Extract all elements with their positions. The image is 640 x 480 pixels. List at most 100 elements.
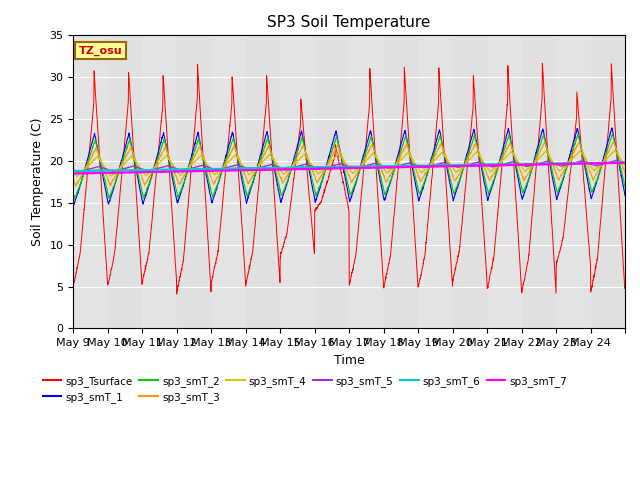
Text: TZ_osu: TZ_osu: [79, 46, 122, 56]
sp3_smT_2: [244, 192, 252, 198]
Line: sp3_smT_4: sp3_smT_4: [73, 150, 625, 177]
sp3_smT_3: [515, 165, 523, 171]
sp3_smT_6: [125, 168, 132, 173]
sp3_smT_2: [515, 176, 523, 181]
sp3_smT_7: [74, 171, 81, 177]
sp3_Tsurface: [538, 60, 546, 66]
Line: sp3_smT_2: sp3_smT_2: [73, 134, 625, 199]
sp3_smT_4: [244, 169, 252, 175]
Line: sp3_smT_6: sp3_smT_6: [73, 162, 625, 171]
sp3_smT_3: [125, 148, 132, 154]
Bar: [383, 36, 418, 328]
sp3_smT_3: [614, 149, 621, 155]
sp3_smT_7: [69, 170, 77, 176]
Bar: [315, 36, 349, 328]
sp3_smT_5: [69, 167, 77, 173]
sp3_smT_4: [611, 147, 618, 153]
sp3_smT_3: [383, 179, 390, 185]
sp3_smT_7: [383, 165, 390, 170]
sp3_smT_5: [547, 159, 554, 165]
sp3_Tsurface: [621, 283, 629, 288]
sp3_smT_7: [244, 167, 252, 173]
Legend: sp3_Tsurface, sp3_smT_1, sp3_smT_2, sp3_smT_3, sp3_smT_4, sp3_smT_5, sp3_smT_6, : sp3_Tsurface, sp3_smT_1, sp3_smT_2, sp3_…: [38, 372, 572, 407]
sp3_smT_3: [69, 176, 77, 182]
sp3_smT_7: [547, 161, 554, 167]
sp3_smT_1: [69, 199, 77, 204]
sp3_smT_2: [621, 183, 629, 189]
sp3_smT_2: [69, 191, 77, 196]
sp3_smT_7: [515, 162, 523, 168]
sp3_smT_1: [608, 125, 616, 131]
sp3_Tsurface: [173, 291, 180, 297]
sp3_smT_4: [614, 151, 621, 157]
sp3_Tsurface: [244, 274, 252, 279]
sp3_Tsurface: [614, 167, 621, 173]
Bar: [211, 36, 246, 328]
sp3_smT_1: [515, 183, 523, 189]
sp3_smT_3: [244, 179, 252, 185]
Bar: [487, 36, 522, 328]
sp3_smT_1: [125, 132, 132, 138]
sp3_smT_5: [621, 161, 629, 167]
sp3_smT_6: [614, 160, 621, 166]
sp3_smT_3: [547, 156, 554, 161]
sp3_smT_4: [383, 169, 390, 175]
sp3_smT_1: [70, 202, 78, 207]
sp3_smT_1: [614, 153, 621, 159]
sp3_smT_6: [547, 160, 554, 166]
Bar: [418, 36, 452, 328]
sp3_smT_6: [74, 168, 82, 174]
sp3_smT_5: [612, 157, 620, 163]
sp3_smT_2: [71, 196, 79, 202]
sp3_smT_4: [73, 174, 81, 180]
Bar: [556, 36, 591, 328]
sp3_smT_3: [72, 183, 80, 189]
sp3_smT_5: [614, 158, 621, 164]
Line: sp3_smT_3: sp3_smT_3: [73, 142, 625, 186]
sp3_smT_1: [621, 192, 629, 198]
sp3_smT_5: [125, 165, 132, 170]
sp3_smT_6: [621, 159, 629, 165]
Line: sp3_smT_7: sp3_smT_7: [73, 163, 625, 174]
sp3_smT_7: [621, 160, 629, 166]
sp3_smT_7: [614, 160, 621, 166]
Bar: [108, 36, 142, 328]
Bar: [280, 36, 315, 328]
sp3_smT_6: [244, 165, 252, 171]
Bar: [246, 36, 280, 328]
sp3_smT_4: [621, 162, 629, 168]
sp3_Tsurface: [125, 98, 132, 104]
sp3_smT_4: [125, 156, 132, 162]
Line: sp3_Tsurface: sp3_Tsurface: [73, 63, 625, 294]
Bar: [73, 36, 108, 328]
sp3_Tsurface: [69, 283, 77, 288]
sp3_smT_3: [610, 139, 618, 144]
sp3_smT_2: [574, 132, 582, 137]
Title: SP3 Soil Temperature: SP3 Soil Temperature: [268, 15, 431, 30]
Bar: [452, 36, 487, 328]
sp3_smT_1: [547, 164, 554, 169]
sp3_smT_1: [244, 196, 252, 202]
Bar: [349, 36, 383, 328]
sp3_smT_6: [383, 163, 390, 169]
sp3_Tsurface: [547, 202, 555, 207]
sp3_smT_6: [515, 161, 523, 167]
sp3_smT_5: [515, 161, 523, 167]
sp3_Tsurface: [515, 251, 523, 257]
sp3_smT_3: [621, 169, 629, 175]
sp3_smT_6: [619, 159, 627, 165]
Line: sp3_smT_5: sp3_smT_5: [73, 160, 625, 172]
sp3_smT_5: [244, 166, 252, 171]
Bar: [522, 36, 556, 328]
sp3_smT_2: [125, 140, 132, 146]
sp3_smT_5: [75, 169, 83, 175]
sp3_smT_4: [515, 161, 523, 167]
sp3_smT_2: [547, 161, 554, 167]
sp3_smT_4: [547, 155, 554, 160]
X-axis label: Time: Time: [333, 354, 365, 367]
sp3_smT_1: [383, 192, 390, 198]
sp3_smT_7: [125, 169, 132, 175]
sp3_smT_5: [383, 165, 390, 170]
Y-axis label: Soil Temperature (C): Soil Temperature (C): [31, 118, 44, 246]
sp3_smT_6: [69, 168, 77, 174]
